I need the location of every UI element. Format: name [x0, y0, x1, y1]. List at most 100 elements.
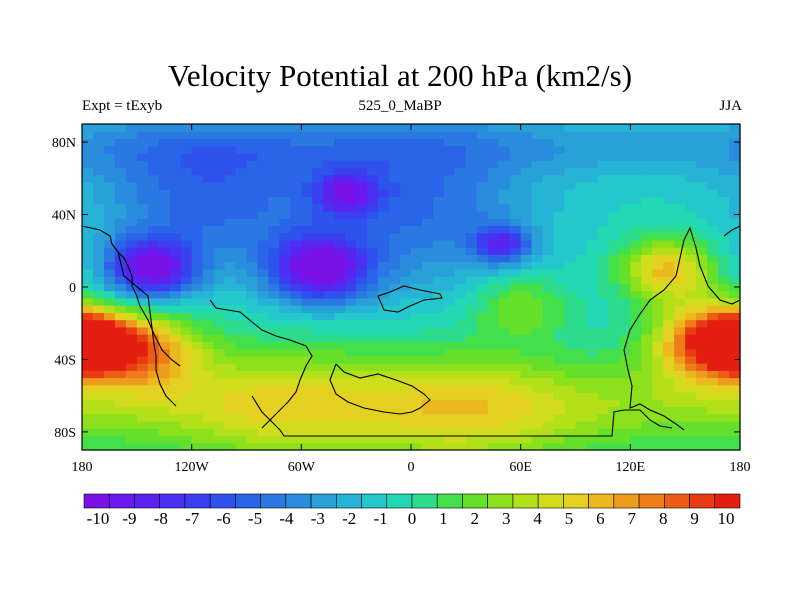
field-cell — [487, 167, 500, 176]
field-cell — [586, 348, 599, 357]
field-cell — [707, 131, 719, 140]
field-cell — [389, 189, 401, 198]
field-cell — [169, 326, 182, 335]
field-cell — [729, 326, 741, 335]
field-cell — [345, 247, 357, 255]
field-cell — [169, 239, 182, 248]
field-cell — [169, 435, 182, 444]
field-cell — [169, 131, 182, 140]
field-cell — [147, 384, 160, 393]
field-cell — [125, 261, 138, 270]
colorbar-box — [664, 493, 690, 509]
field-cell — [323, 247, 335, 255]
field-cell — [432, 276, 445, 284]
field-cell — [345, 384, 357, 393]
field-cell — [323, 421, 335, 429]
field-cell — [82, 413, 94, 422]
field-cell — [224, 326, 237, 335]
field-cell — [685, 341, 697, 350]
field-cell — [718, 160, 730, 169]
field-cell — [718, 261, 730, 270]
field-cell — [92, 152, 105, 161]
field-cell — [180, 196, 193, 205]
field-cell — [476, 160, 489, 169]
field-cell — [411, 268, 423, 277]
field-cell — [707, 174, 719, 183]
field-cell — [696, 348, 708, 357]
field-cell — [400, 254, 412, 263]
field-cell — [345, 225, 357, 234]
field-cell — [674, 413, 686, 422]
field-cell — [378, 355, 390, 364]
field-cell — [531, 428, 544, 437]
field-cell — [158, 392, 171, 400]
field-cell — [180, 167, 193, 176]
field-cell — [213, 232, 226, 241]
field-cell — [169, 225, 182, 234]
field-cell — [136, 268, 149, 277]
field-cell — [509, 261, 522, 270]
field-cell — [191, 268, 204, 277]
field-cell — [575, 384, 588, 393]
field-cell — [619, 326, 631, 335]
field-cell — [92, 413, 105, 422]
field-cell — [476, 152, 489, 161]
field-cell — [125, 370, 138, 379]
field-cell — [498, 326, 511, 335]
field-cell — [564, 124, 577, 132]
field-cell — [696, 421, 708, 429]
field-cell — [718, 239, 730, 248]
field-cell — [158, 203, 171, 212]
field-cell — [465, 399, 478, 408]
field-cell — [454, 341, 467, 350]
field-cell — [82, 363, 94, 371]
field-cell — [82, 305, 94, 313]
field-cell — [652, 392, 664, 400]
field-cell — [158, 268, 171, 277]
field-cell — [224, 319, 237, 328]
field-cell — [224, 160, 237, 169]
field-cell — [476, 167, 489, 176]
field-cell — [674, 167, 686, 176]
field-cell — [114, 326, 127, 335]
field-cell — [356, 131, 368, 140]
field-cell — [312, 247, 324, 255]
field-cell — [180, 319, 193, 328]
field-cell — [707, 312, 719, 321]
field-cell — [520, 370, 533, 379]
field-cell — [180, 442, 193, 451]
field-cell — [92, 239, 105, 248]
field-cell — [619, 348, 631, 357]
field-cell — [389, 384, 401, 393]
field-cell — [191, 319, 204, 328]
field-cell — [674, 276, 686, 284]
field-cell — [92, 297, 105, 306]
field-cell — [268, 196, 280, 205]
x-tick-label: 60E — [509, 460, 532, 475]
field-cell — [465, 421, 478, 429]
field-cell — [257, 203, 270, 212]
field-cell — [608, 428, 620, 437]
field-cell — [202, 319, 215, 328]
field-cell — [619, 131, 631, 140]
field-cell — [136, 413, 149, 422]
field-cell — [685, 218, 697, 227]
field-cell — [652, 239, 664, 248]
field-cell — [663, 370, 675, 379]
field-cell — [718, 348, 730, 357]
field-cell — [400, 138, 412, 147]
field-cell — [367, 232, 379, 241]
field-cell — [257, 210, 270, 219]
field-cell — [136, 210, 149, 219]
field-cell — [586, 413, 599, 422]
field-cell — [356, 145, 368, 154]
field-cell — [476, 239, 489, 248]
field-cell — [564, 160, 577, 169]
field-cell — [443, 232, 456, 241]
field-cell — [509, 406, 522, 415]
field-cell — [707, 145, 719, 154]
field-cell — [257, 442, 270, 451]
field-cell — [696, 196, 708, 205]
field-cell — [707, 203, 719, 212]
field-cell — [586, 138, 599, 147]
